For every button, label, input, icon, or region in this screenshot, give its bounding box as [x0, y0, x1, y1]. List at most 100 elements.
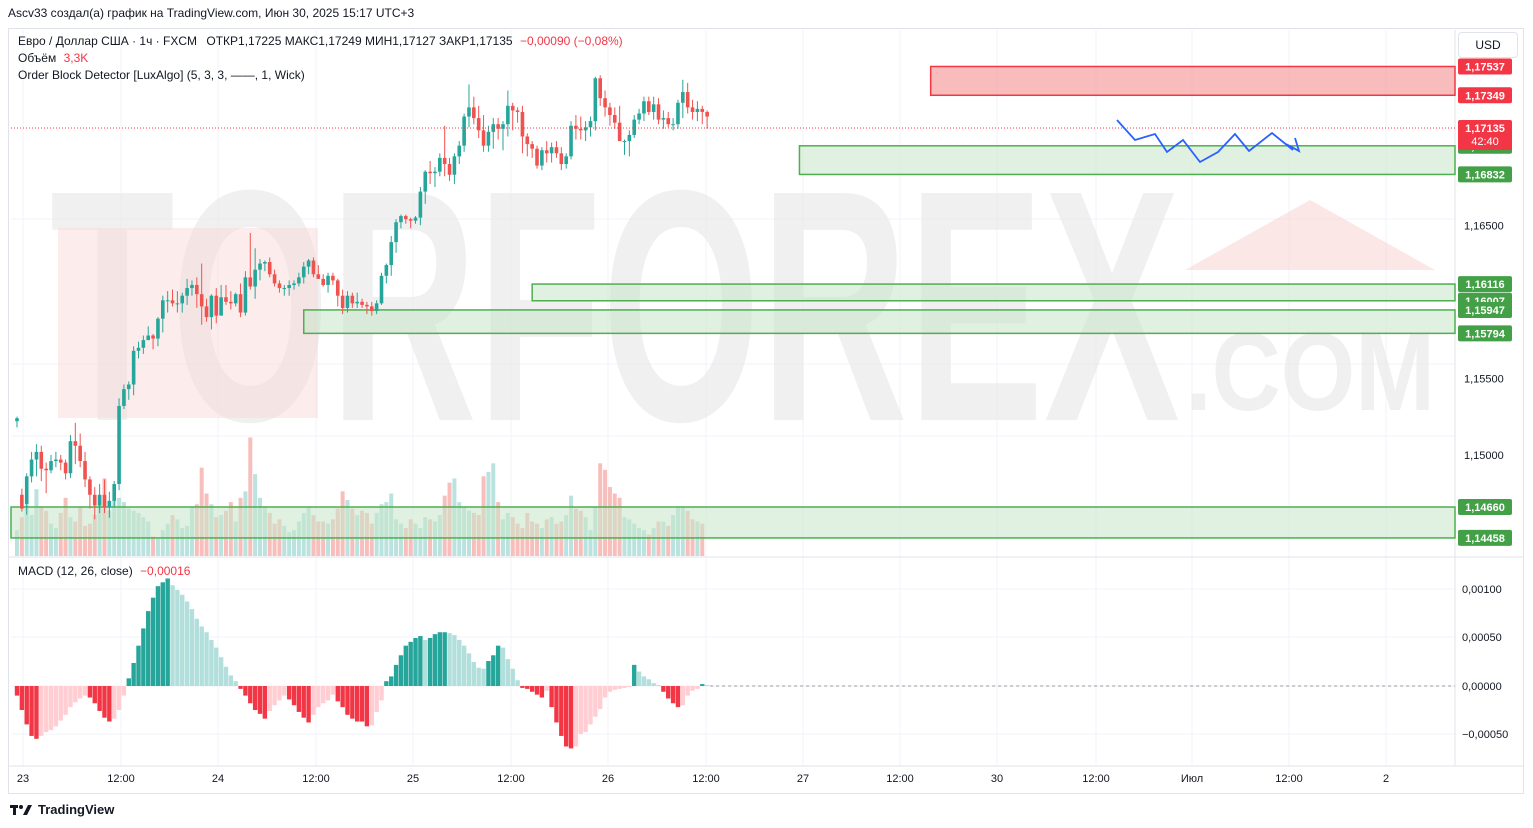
candle-up — [68, 441, 73, 474]
macd-bar — [155, 586, 161, 686]
volume-bar — [165, 523, 170, 556]
macd-value: −0,00016 — [140, 564, 191, 578]
macd-bar — [704, 685, 710, 687]
price-label-green-bg — [1458, 325, 1512, 342]
bar-countdown: 42:40 — [1471, 136, 1499, 148]
candle-down — [369, 306, 374, 312]
price-label-green-bg — [1458, 166, 1512, 183]
volume-bar — [53, 527, 58, 556]
footer-brand-label: TradingView — [38, 802, 115, 817]
volume-bar — [369, 523, 374, 556]
volume-bar — [316, 521, 321, 556]
candle-up — [622, 141, 627, 143]
time-tick-label: 12:00 — [497, 773, 525, 785]
candle-up — [423, 171, 428, 192]
volume-bar — [398, 523, 403, 556]
candle-down — [92, 494, 97, 506]
macd-bar — [63, 686, 68, 715]
macd-bar — [257, 686, 263, 714]
symbol-name[interactable]: Евро / Доллар США · 1ч · FXCM — [18, 34, 198, 48]
candle-down — [20, 494, 24, 509]
candle-up — [185, 288, 189, 296]
volume-bar — [73, 521, 78, 556]
macd-bar — [39, 686, 44, 736]
macd-bar — [301, 686, 306, 718]
candle-up — [146, 335, 151, 341]
candle-up — [681, 92, 685, 103]
time-tick-label: 27 — [797, 773, 809, 785]
price-label-green: 1,14458 — [1465, 533, 1505, 545]
macd-bar — [563, 686, 569, 747]
volume-legend[interactable]: Объём 3,3K — [18, 51, 88, 65]
candle-up — [540, 150, 544, 166]
price-label-green: 1,16116 — [1465, 279, 1504, 291]
macd-bar — [364, 686, 370, 727]
candle-down — [267, 262, 272, 275]
candle-up — [433, 171, 437, 174]
macd-legend[interactable]: MACD (12, 26, close) −0,00016 — [18, 564, 190, 578]
volume-bar — [413, 523, 418, 556]
macd-bar — [520, 686, 525, 688]
macd-bar — [355, 686, 360, 722]
volume-bar — [15, 530, 19, 556]
candle-down — [525, 136, 530, 145]
macd-bar — [427, 638, 433, 686]
candle-up — [24, 476, 29, 504]
candle-up — [457, 145, 462, 157]
indicator-legend[interactable]: Order Block Detector [LuxAlgo] (5, 3, 3,… — [18, 68, 305, 82]
volume-bar — [661, 521, 666, 556]
volume-bar — [554, 523, 559, 556]
macd-bar — [423, 639, 428, 686]
candle-down — [520, 111, 525, 137]
macd-bar — [403, 645, 408, 686]
candle-up — [452, 156, 457, 175]
macd-bar — [150, 597, 156, 686]
candle-series — [15, 75, 709, 520]
macd-bar — [296, 686, 302, 712]
candle-down — [311, 260, 316, 275]
candle-up — [287, 284, 291, 289]
macd-bar — [112, 686, 117, 719]
candle-down — [530, 144, 534, 149]
macd-bar — [68, 686, 73, 708]
candle-down — [321, 278, 325, 285]
candle-up — [486, 131, 491, 146]
time-tick-label: 2 — [1383, 773, 1389, 785]
bullish-order-block — [798, 145, 1456, 176]
chart-frame — [8, 28, 1524, 794]
macd-bar — [374, 686, 379, 712]
candle-up — [136, 347, 141, 351]
candle-down — [88, 479, 92, 495]
candle-up — [651, 104, 656, 112]
macd-bar — [632, 664, 637, 686]
macd-bar — [573, 686, 579, 747]
macd-bar — [359, 686, 365, 722]
macd-bar — [636, 671, 642, 686]
macd-bar — [73, 686, 78, 703]
candle-down — [554, 147, 559, 154]
volume-bar — [432, 521, 437, 556]
macd-bar — [661, 686, 666, 692]
price-tick-label: 1,15500 — [1464, 373, 1504, 385]
footer-brand[interactable]: TradingView — [10, 802, 114, 817]
currency-button[interactable]: USD — [1458, 32, 1518, 58]
candle-up — [141, 340, 146, 348]
symbol-legend: Евро / Доллар США · 1ч · FXCM ОТКР1,1722… — [18, 34, 623, 48]
macd-bar — [116, 686, 122, 710]
candle-up — [117, 405, 121, 485]
volume-bar — [666, 525, 671, 556]
candle-up — [190, 284, 194, 289]
volume-label: Объём — [18, 51, 57, 65]
candle-down — [612, 115, 617, 123]
candle-down — [685, 92, 690, 108]
candle-down — [476, 118, 481, 131]
candle-down — [365, 304, 369, 307]
candle-down — [647, 101, 651, 112]
candle-up — [97, 494, 102, 506]
macd-bar — [476, 667, 481, 686]
macd-bar — [447, 633, 452, 686]
time-tick-label: 30 — [991, 773, 1003, 785]
volume-bar — [646, 534, 651, 556]
macd-bar — [82, 686, 88, 696]
